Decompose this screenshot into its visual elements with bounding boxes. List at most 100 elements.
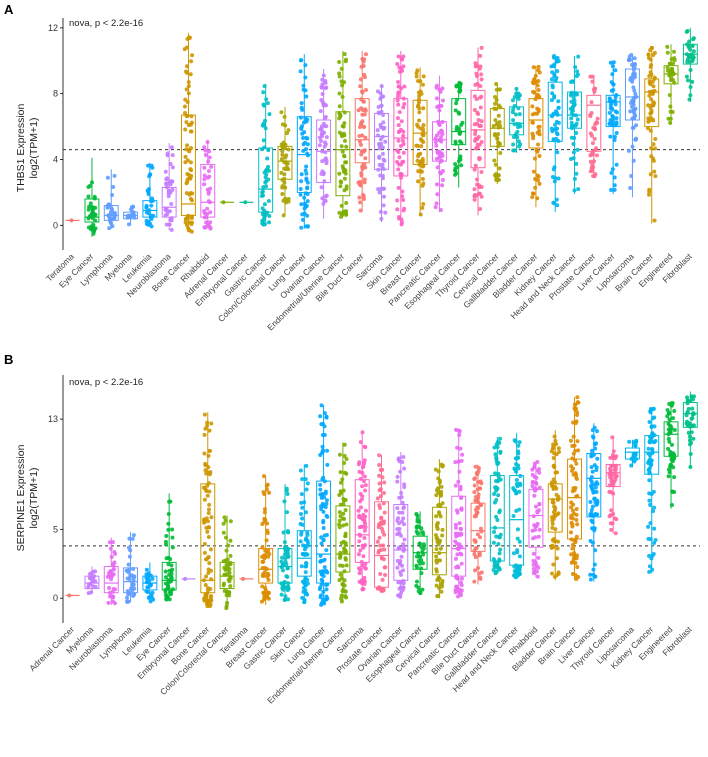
data-point bbox=[164, 593, 169, 598]
data-point bbox=[359, 173, 364, 178]
data-point bbox=[303, 575, 308, 580]
data-point bbox=[344, 522, 349, 527]
data-point bbox=[126, 222, 131, 227]
data-point bbox=[400, 189, 405, 194]
data-point bbox=[357, 195, 362, 200]
data-point bbox=[318, 482, 323, 487]
data-point bbox=[166, 527, 171, 532]
data-point bbox=[225, 572, 230, 577]
box-iqr bbox=[451, 98, 467, 146]
data-point bbox=[474, 71, 479, 76]
data-point bbox=[570, 107, 575, 112]
data-point bbox=[434, 182, 439, 187]
data-point bbox=[454, 127, 459, 132]
data-point bbox=[206, 191, 211, 196]
data-point bbox=[494, 514, 499, 519]
data-point bbox=[381, 94, 386, 99]
data-point bbox=[357, 460, 362, 465]
box-iqr bbox=[161, 186, 177, 218]
data-point bbox=[649, 72, 654, 77]
data-point bbox=[552, 574, 557, 579]
data-point bbox=[550, 571, 555, 576]
data-point bbox=[337, 518, 342, 523]
data-point bbox=[205, 600, 210, 605]
data-point bbox=[132, 586, 137, 591]
data-point bbox=[576, 187, 581, 192]
data-point bbox=[224, 593, 229, 598]
data-point bbox=[537, 501, 542, 506]
data-point bbox=[324, 501, 329, 506]
data-point bbox=[632, 71, 637, 76]
data-point bbox=[569, 120, 574, 125]
data-point bbox=[530, 120, 535, 125]
data-point bbox=[361, 192, 366, 197]
data-point bbox=[267, 490, 272, 495]
data-point bbox=[648, 521, 653, 526]
data-point bbox=[170, 165, 175, 170]
data-point bbox=[496, 493, 501, 498]
data-point bbox=[299, 101, 304, 106]
data-point bbox=[417, 541, 422, 546]
data-point bbox=[148, 582, 153, 587]
data-point bbox=[380, 145, 385, 150]
data-point bbox=[164, 534, 169, 539]
data-point bbox=[202, 177, 207, 182]
data-point bbox=[150, 590, 155, 595]
data-point bbox=[338, 514, 343, 519]
data-point bbox=[279, 170, 284, 175]
data-point bbox=[453, 588, 458, 593]
data-point bbox=[493, 101, 498, 106]
data-point bbox=[651, 84, 656, 89]
data-point bbox=[379, 526, 384, 531]
box-iqr bbox=[200, 163, 216, 218]
data-point bbox=[595, 120, 600, 125]
data-point bbox=[608, 468, 613, 473]
data-point bbox=[401, 455, 406, 460]
data-point bbox=[399, 217, 404, 222]
data-point bbox=[358, 548, 363, 553]
data-point bbox=[343, 534, 348, 539]
data-point bbox=[170, 545, 175, 550]
data-point bbox=[188, 196, 193, 201]
data-point bbox=[190, 191, 195, 196]
data-point bbox=[204, 220, 209, 225]
data-point bbox=[279, 157, 284, 162]
data-point bbox=[267, 213, 272, 218]
data-point bbox=[573, 561, 578, 566]
data-point bbox=[109, 205, 114, 210]
data-point bbox=[496, 542, 501, 547]
data-point bbox=[360, 90, 365, 95]
data-point bbox=[323, 489, 328, 494]
data-point bbox=[149, 216, 154, 221]
data-point bbox=[477, 156, 482, 161]
data-point bbox=[377, 535, 382, 540]
data-point bbox=[298, 192, 303, 197]
box-iqr bbox=[663, 65, 679, 85]
data-point bbox=[498, 450, 503, 455]
data-point bbox=[537, 124, 542, 129]
data-point bbox=[377, 481, 382, 486]
data-point bbox=[420, 587, 425, 592]
data-point bbox=[438, 170, 443, 175]
data-point bbox=[517, 112, 522, 117]
data-point bbox=[381, 126, 386, 131]
box-iqr bbox=[586, 453, 602, 518]
data-point bbox=[341, 488, 346, 493]
data-point bbox=[590, 74, 595, 79]
data-point bbox=[434, 201, 439, 206]
box-group-17: Skin Cancer bbox=[364, 50, 409, 291]
data-point bbox=[415, 565, 420, 570]
box-iqr bbox=[219, 561, 235, 590]
data-point bbox=[479, 72, 484, 77]
box-iqr bbox=[354, 98, 370, 164]
data-point bbox=[612, 183, 617, 188]
data-point bbox=[417, 106, 422, 111]
data-point bbox=[589, 465, 594, 470]
data-point bbox=[647, 498, 652, 503]
data-point bbox=[419, 91, 424, 96]
data-point bbox=[631, 85, 636, 90]
data-point bbox=[300, 552, 305, 557]
data-point bbox=[588, 572, 593, 577]
y-tick-label: 13 bbox=[48, 414, 58, 424]
data-point bbox=[282, 499, 287, 504]
